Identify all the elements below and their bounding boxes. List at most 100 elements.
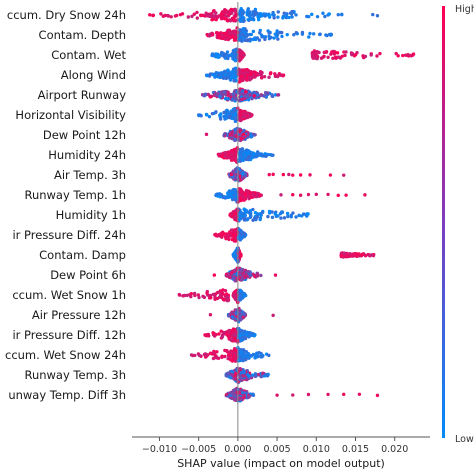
shap-point	[259, 273, 263, 278]
shap-point	[233, 167, 238, 172]
shap-point	[212, 273, 217, 277]
shap-point	[214, 233, 219, 238]
shap-point	[237, 348, 242, 353]
feature-label: Contam. Wet	[51, 48, 126, 62]
shap-point	[410, 53, 415, 57]
shap-point	[243, 94, 248, 98]
shap-point	[264, 12, 268, 17]
shap-point	[253, 154, 257, 159]
shap-point	[240, 74, 244, 78]
shap-point	[223, 37, 228, 41]
shap-point	[229, 349, 233, 353]
shap-point	[300, 214, 304, 218]
shap-point	[233, 216, 237, 220]
shap-point	[223, 154, 227, 158]
shap-point	[242, 312, 246, 316]
shap-point	[207, 74, 212, 78]
shap-point	[239, 49, 243, 53]
shap-point	[289, 12, 294, 16]
shap-point	[223, 34, 228, 38]
shap-point	[252, 94, 257, 98]
shap-point	[297, 213, 301, 218]
shap-point	[234, 397, 238, 401]
shap-point	[195, 10, 199, 15]
shap-point	[375, 14, 380, 18]
shap-point	[357, 392, 362, 396]
x-tick-label: −0.010	[142, 444, 177, 455]
shap-point	[197, 295, 201, 300]
shap-point	[214, 110, 218, 114]
shap-point	[229, 376, 233, 380]
shap-point	[264, 373, 268, 377]
shap-point	[229, 76, 234, 80]
shap-point	[258, 31, 262, 35]
shap-point	[259, 73, 264, 77]
shap-point	[242, 53, 246, 57]
shap-point	[241, 132, 246, 137]
shap-point	[267, 13, 271, 18]
shap-point	[291, 193, 295, 197]
shap-point	[313, 52, 317, 56]
shap-point	[281, 74, 285, 78]
colorbar-high-label: High	[455, 4, 474, 15]
shap-point	[271, 172, 275, 177]
shap-point	[232, 137, 236, 141]
shap-point	[240, 89, 245, 93]
shap-point	[315, 50, 319, 54]
shap-point	[211, 331, 215, 335]
shap-point	[169, 15, 173, 19]
feature-label: Air Pressure 12h	[32, 308, 126, 322]
shap-point	[218, 117, 223, 121]
shap-point	[207, 296, 212, 300]
shap-point	[279, 193, 283, 197]
shap-point	[234, 371, 238, 376]
shap-point	[238, 92, 243, 96]
shap-point	[250, 155, 255, 160]
shap-point	[245, 38, 250, 43]
shap-point	[260, 210, 265, 215]
shap-point	[245, 73, 249, 77]
shap-point	[244, 90, 248, 94]
shap-point	[249, 333, 254, 337]
shap-point	[223, 134, 227, 138]
shap-point	[240, 12, 245, 16]
shap-point	[246, 17, 250, 22]
shap-point	[238, 297, 243, 301]
shap-point	[244, 35, 248, 39]
shap-point	[326, 55, 330, 59]
shap-point	[215, 15, 220, 20]
shap-point	[239, 137, 243, 141]
shap-point	[282, 216, 287, 220]
shap-point	[264, 95, 269, 99]
shap-point	[252, 334, 257, 338]
shap-point	[225, 153, 230, 157]
shap-point	[234, 330, 239, 334]
shap-point	[298, 193, 303, 197]
shap-point	[220, 154, 224, 158]
shap-point	[336, 193, 340, 198]
shap-point	[242, 69, 246, 73]
shap-point	[220, 15, 224, 20]
shap-point	[259, 374, 263, 379]
shap-point	[223, 12, 227, 16]
shap-point	[263, 35, 268, 39]
shap-point	[260, 35, 264, 39]
shap-point	[262, 74, 267, 79]
feature-labels: ccum. Dry Snow 24h Contam. Depth Contam. W…	[5, 8, 126, 402]
shap-point	[230, 133, 234, 137]
shap-point	[216, 152, 221, 157]
shap-point	[281, 16, 285, 20]
shap-point	[230, 195, 234, 199]
shap-point	[251, 218, 255, 222]
shap-point	[335, 51, 340, 55]
shap-point	[269, 35, 273, 40]
shap-point	[205, 291, 209, 295]
shap-point	[242, 19, 246, 23]
shap-point	[234, 117, 239, 122]
shap-point	[322, 54, 326, 59]
shap-point	[342, 251, 346, 256]
feature-points	[231, 246, 376, 264]
shap-point	[240, 277, 244, 282]
shap-point	[344, 50, 348, 54]
shap-point	[344, 193, 348, 197]
